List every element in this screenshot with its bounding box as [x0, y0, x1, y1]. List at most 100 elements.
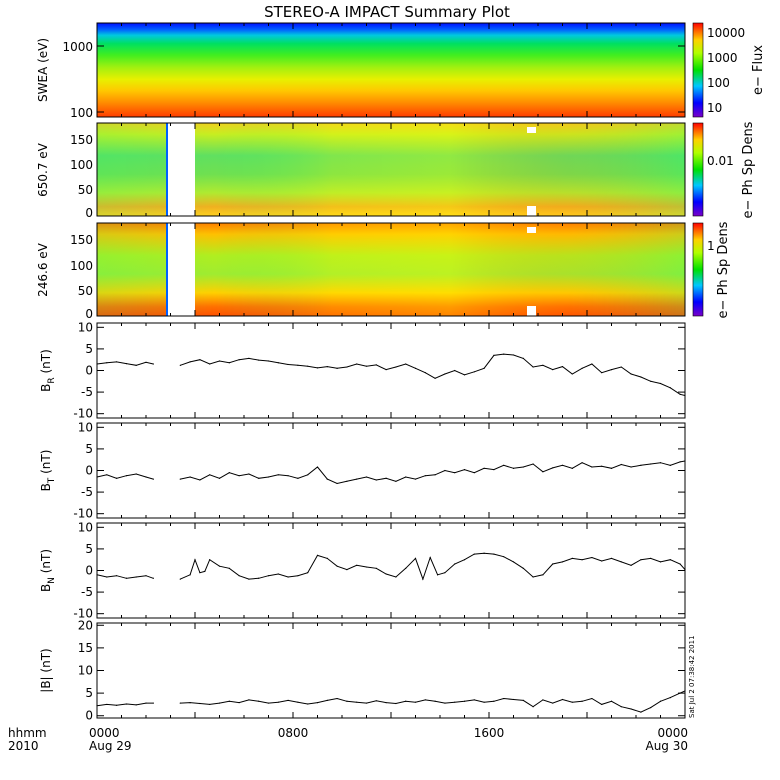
data-point	[405, 363, 407, 365]
data-point	[473, 553, 475, 555]
data-point	[106, 576, 108, 578]
timestamp-stamp: Sat Jul 2 07:38:42 2011	[688, 635, 696, 718]
data-point	[228, 567, 230, 569]
data-point	[473, 371, 475, 373]
data-point	[503, 697, 505, 700]
y-tick-label: -10	[73, 507, 93, 521]
data-point	[659, 700, 662, 702]
data-point	[463, 469, 466, 471]
data-point	[493, 700, 495, 702]
data-point	[571, 701, 573, 703]
data-point	[297, 575, 299, 577]
data-point	[199, 479, 201, 481]
data-point	[552, 702, 554, 704]
y-tick-label: 20	[78, 618, 93, 632]
data-point	[277, 362, 279, 364]
data-point	[199, 702, 201, 705]
data-point	[630, 466, 632, 468]
y-tick-label: -10	[73, 607, 93, 621]
data-point	[650, 706, 652, 709]
data-point	[463, 374, 466, 376]
data-point	[209, 474, 211, 476]
data-point	[581, 559, 583, 561]
cb1-tick-100: 100	[707, 76, 730, 90]
panel-b-mag: 20 15 10 5 0 |B| (nT)	[39, 618, 686, 723]
data-point	[591, 556, 593, 559]
pa246-tick-150: 150	[70, 233, 93, 247]
data-point	[96, 574, 98, 576]
data-point	[218, 360, 221, 362]
data-point	[135, 473, 137, 475]
cb3-tick-1: 1	[707, 239, 715, 253]
time-tick-label: 0000	[657, 726, 688, 740]
data-point	[297, 701, 299, 703]
data-point	[571, 557, 573, 560]
data-point	[145, 361, 147, 363]
data-point	[424, 372, 426, 374]
data-point	[684, 394, 686, 397]
panel-frame	[96, 522, 686, 619]
swea-ylabel: SWEA (eV)	[36, 38, 50, 102]
data-point	[493, 553, 495, 555]
data-point	[336, 565, 338, 567]
data-point	[179, 578, 181, 580]
data-point	[385, 477, 387, 479]
data-point	[659, 382, 662, 385]
data-point	[316, 466, 319, 468]
data-point	[204, 570, 206, 572]
data-point	[116, 477, 118, 479]
data-point	[620, 366, 622, 368]
data-point	[434, 474, 436, 476]
data-point	[375, 567, 377, 569]
data-point	[552, 467, 554, 469]
plot-title: STEREO-A IMPACT Summary Plot	[264, 3, 510, 21]
data-point	[287, 475, 289, 477]
data-point	[630, 708, 632, 710]
y-tick-label: -10	[73, 407, 93, 421]
pa650-small-gap	[527, 206, 536, 216]
data-point	[199, 572, 201, 574]
y-tick-label: 0	[85, 564, 93, 578]
time-tick-label: 0800	[278, 726, 309, 740]
data-point	[552, 369, 554, 371]
data-point	[532, 576, 534, 578]
panel-b-n: 10 5 0 -5 -10 BN (nT)	[39, 520, 686, 621]
data-point	[610, 369, 613, 371]
data-point	[336, 482, 338, 485]
y-tick-label: -5	[81, 385, 93, 399]
data-point	[297, 364, 299, 366]
data-point	[444, 702, 446, 704]
data-point	[365, 365, 368, 367]
data-point	[116, 361, 118, 363]
data-point	[395, 480, 397, 482]
panel-ylabel: |B| (nT)	[39, 648, 53, 692]
data-point	[307, 703, 309, 705]
y-tick-label: -5	[81, 585, 93, 599]
data-point	[385, 702, 387, 704]
data-point	[454, 701, 456, 703]
data-point	[650, 557, 652, 560]
data-point	[640, 559, 642, 561]
data-point	[601, 703, 603, 706]
data-point	[238, 702, 240, 704]
data-point	[454, 563, 456, 565]
data-point	[395, 576, 397, 578]
data-point	[610, 700, 613, 702]
data-point	[532, 366, 534, 368]
data-point	[669, 387, 671, 389]
data-point	[365, 702, 368, 704]
y-tick-label: 10	[78, 664, 93, 678]
data-point	[125, 577, 127, 579]
data-point	[194, 559, 196, 561]
data-point	[297, 477, 299, 479]
data-point	[179, 702, 181, 704]
data-point	[444, 373, 446, 375]
data-point	[125, 362, 127, 365]
panel-swea: 1000 100 SWEA (eV)	[36, 22, 686, 120]
data-point	[125, 703, 127, 705]
data-point	[395, 366, 397, 368]
cb1-tick-1000: 1000	[707, 51, 738, 65]
data-point	[669, 559, 671, 561]
pa650-ylabel: 650.7 eV	[36, 142, 50, 197]
series-line	[180, 552, 686, 581]
